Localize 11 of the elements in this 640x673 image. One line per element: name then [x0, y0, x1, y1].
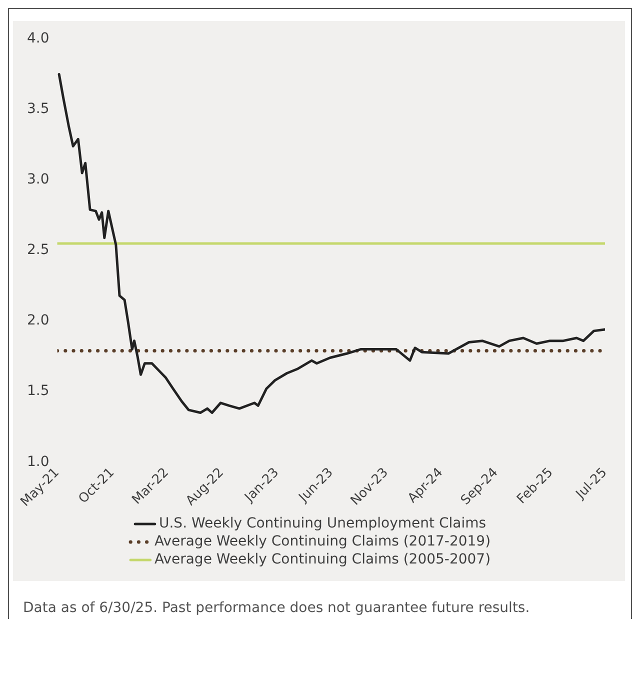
y-tick-label: 2.5: [27, 242, 50, 258]
legend-label: Average Weekly Continuing Claims (2005-2007): [154, 552, 491, 568]
legend-label: Average Weekly Continuing Claims (2017-2019): [154, 534, 491, 550]
y-tick-label: 2.0: [27, 312, 50, 329]
y-tick-label: 1.5: [27, 383, 50, 400]
y-tick-label: 3.0: [27, 172, 50, 188]
text: Data as of 6/30/25. Past performance does not guarantee future results.: [23, 599, 531, 618]
y-tick-label: 1.0: [27, 454, 50, 470]
y-tick-label: 4.0: [27, 30, 50, 47]
y-tick-label: 3.5: [27, 101, 50, 118]
legend-label: U.S. Weekly Continuing Unemployment Claims: [158, 516, 486, 532]
